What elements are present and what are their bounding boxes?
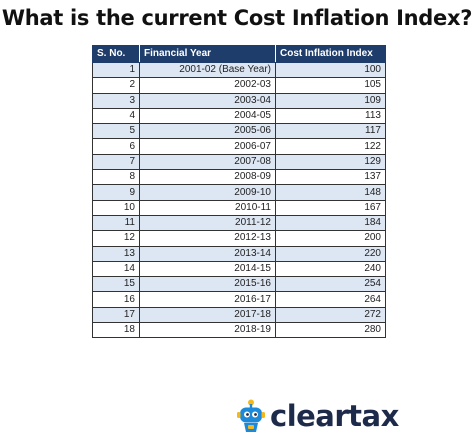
column-header-cost-inflation-index: Cost Inflation Index: [275, 45, 386, 63]
table-row: 1 2001-02 (Base Year) 100: [92, 61, 386, 79]
cell-sno: 12: [92, 230, 140, 247]
cell-financial-year: 2007-08: [139, 153, 276, 171]
table-row: 16 2016-17 264: [92, 291, 386, 308]
table-row: 18 2018-19 280: [92, 322, 386, 339]
cell-sno: 17: [92, 306, 140, 324]
cell-cost-inflation-index: 240: [275, 260, 386, 278]
cell-sno: 18: [92, 322, 140, 339]
cell-financial-year: 2006-07: [139, 138, 276, 155]
cleartax-logo: cleartax: [236, 398, 399, 434]
cell-financial-year: 2011-12: [139, 214, 276, 232]
cell-sno: 4: [92, 107, 140, 125]
table-row: 3 2003-04 109: [92, 92, 386, 109]
cell-sno: 5: [92, 123, 140, 140]
cost-inflation-index-table: S. No. Financial Year Cost Inflation Ind…: [92, 45, 386, 339]
cell-sno: 6: [92, 138, 140, 155]
table-row: 4 2004-05 113: [92, 107, 386, 125]
cell-financial-year: 2012-13: [139, 230, 276, 247]
cell-sno: 16: [92, 291, 140, 308]
cell-sno: 1: [92, 61, 140, 79]
table-row: 6 2006-07 122: [92, 138, 386, 155]
table-header-row: S. No. Financial Year Cost Inflation Ind…: [92, 45, 386, 63]
cell-cost-inflation-index: 105: [275, 77, 386, 94]
cell-financial-year: 2014-15: [139, 260, 276, 278]
table-row: 2 2002-03 105: [92, 77, 386, 94]
cell-financial-year: 2013-14: [139, 245, 276, 262]
cell-cost-inflation-index: 167: [275, 199, 386, 216]
cell-cost-inflation-index: 117: [275, 123, 386, 140]
table-row: 7 2007-08 129: [92, 153, 386, 171]
cell-sno: 14: [92, 260, 140, 278]
cell-sno: 15: [92, 276, 140, 293]
cell-sno: 2: [92, 77, 140, 94]
cell-financial-year: 2004-05: [139, 107, 276, 125]
cell-financial-year: 2016-17: [139, 291, 276, 308]
cell-cost-inflation-index: 184: [275, 214, 386, 232]
cell-financial-year: 2001-02 (Base Year): [139, 61, 276, 79]
cell-sno: 13: [92, 245, 140, 262]
cell-cost-inflation-index: 200: [275, 230, 386, 247]
cell-sno: 10: [92, 199, 140, 216]
cell-financial-year: 2015-16: [139, 276, 276, 293]
table-row: 10 2010-11 167: [92, 199, 386, 216]
table-row: 9 2009-10 148: [92, 184, 386, 201]
cell-financial-year: 2002-03: [139, 77, 276, 94]
cell-financial-year: 2018-19: [139, 322, 276, 339]
cell-cost-inflation-index: 254: [275, 276, 386, 293]
table-row: 8 2008-09 137: [92, 169, 386, 186]
cell-sno: 9: [92, 184, 140, 201]
cell-financial-year: 2009-10: [139, 184, 276, 201]
cell-sno: 7: [92, 153, 140, 171]
cell-sno: 3: [92, 92, 140, 109]
table-row: 11 2011-12 184: [92, 214, 386, 232]
cell-cost-inflation-index: 220: [275, 245, 386, 262]
cell-cost-inflation-index: 280: [275, 322, 386, 339]
cell-financial-year: 2017-18: [139, 306, 276, 324]
table-row: 17 2017-18 272: [92, 306, 386, 324]
cleartax-mascot-icon: [237, 399, 265, 432]
cell-cost-inflation-index: 272: [275, 306, 386, 324]
column-header-financial-year: Financial Year: [139, 45, 276, 63]
cell-cost-inflation-index: 137: [275, 169, 386, 186]
cell-cost-inflation-index: 113: [275, 107, 386, 125]
page-title: What is the current Cost Inflation Index…: [1, 6, 473, 30]
cell-financial-year: 2010-11: [139, 199, 276, 216]
cleartax-wordmark: cleartax: [270, 399, 399, 433]
cell-cost-inflation-index: 264: [275, 291, 386, 308]
cell-cost-inflation-index: 148: [275, 184, 386, 201]
cell-cost-inflation-index: 129: [275, 153, 386, 171]
table-row: 15 2015-16 254: [92, 276, 386, 293]
cell-cost-inflation-index: 100: [275, 61, 386, 79]
cell-sno: 11: [92, 214, 140, 232]
cell-financial-year: 2003-04: [139, 92, 276, 109]
table-row: 12 2012-13 200: [92, 230, 386, 247]
table-row: 13 2013-14 220: [92, 245, 386, 262]
cell-cost-inflation-index: 109: [275, 92, 386, 109]
table-row: 14 2014-15 240: [92, 260, 386, 278]
cell-sno: 8: [92, 169, 140, 186]
table-row: 5 2005-06 117: [92, 123, 386, 140]
cell-financial-year: 2005-06: [139, 123, 276, 140]
cell-financial-year: 2008-09: [139, 169, 276, 186]
cell-cost-inflation-index: 122: [275, 138, 386, 155]
column-header-sno: S. No.: [92, 45, 140, 63]
